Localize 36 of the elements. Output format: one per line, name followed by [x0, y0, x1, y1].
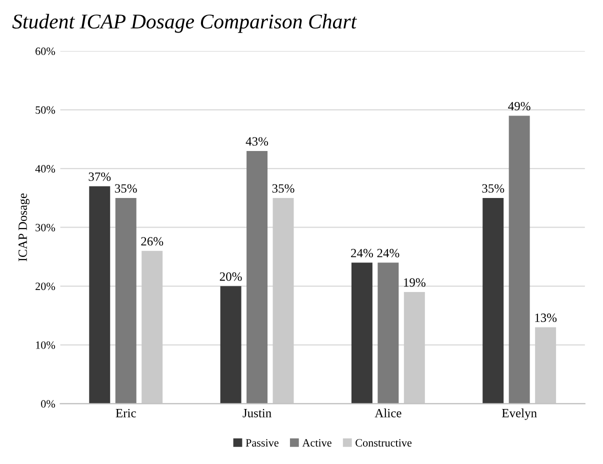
y-tick-label: 20% [36, 282, 56, 290]
bar [482, 198, 504, 404]
chart-title: Student ICAP Dosage Comparison Chart [12, 14, 358, 33]
x-tick-label: Evelyn [502, 408, 537, 420]
bar [246, 150, 268, 404]
y-tick-label: 60% [36, 48, 56, 56]
y-tick-label: 50% [36, 106, 56, 114]
bar [89, 186, 110, 404]
bar [508, 116, 530, 404]
data-label: 24% [377, 248, 400, 258]
x-tick-label: Justin [242, 408, 272, 418]
x-tick-label: Alice [374, 408, 402, 418]
data-label: 26% [141, 237, 164, 246]
data-label: 43% [246, 137, 268, 146]
data-label: 35% [482, 184, 504, 193]
data-label: 49% [508, 102, 530, 110]
legend-label: Active [302, 439, 332, 447]
data-label: 20% [220, 272, 242, 281]
data-label: 24% [351, 248, 373, 258]
y-tick-label: 30% [36, 224, 56, 232]
y-tick-label: 10% [36, 341, 56, 349]
legend-label: Constructive [356, 439, 412, 447]
bar [220, 286, 242, 404]
legend-label: Passive [246, 439, 278, 447]
data-label: 35% [272, 184, 294, 193]
bar [378, 262, 399, 404]
y-tick-label: 0% [41, 400, 56, 408]
bar [115, 198, 136, 404]
data-label: 19% [404, 278, 426, 287]
x-tick-label: Eric [116, 408, 136, 418]
y-axis-title: ICAP Dosage [18, 193, 30, 262]
data-label: 13% [535, 314, 557, 322]
data-label: 35% [115, 184, 137, 193]
data-label: 37% [88, 172, 111, 181]
y-tick-label: 40% [35, 165, 56, 173]
bar [351, 262, 372, 404]
